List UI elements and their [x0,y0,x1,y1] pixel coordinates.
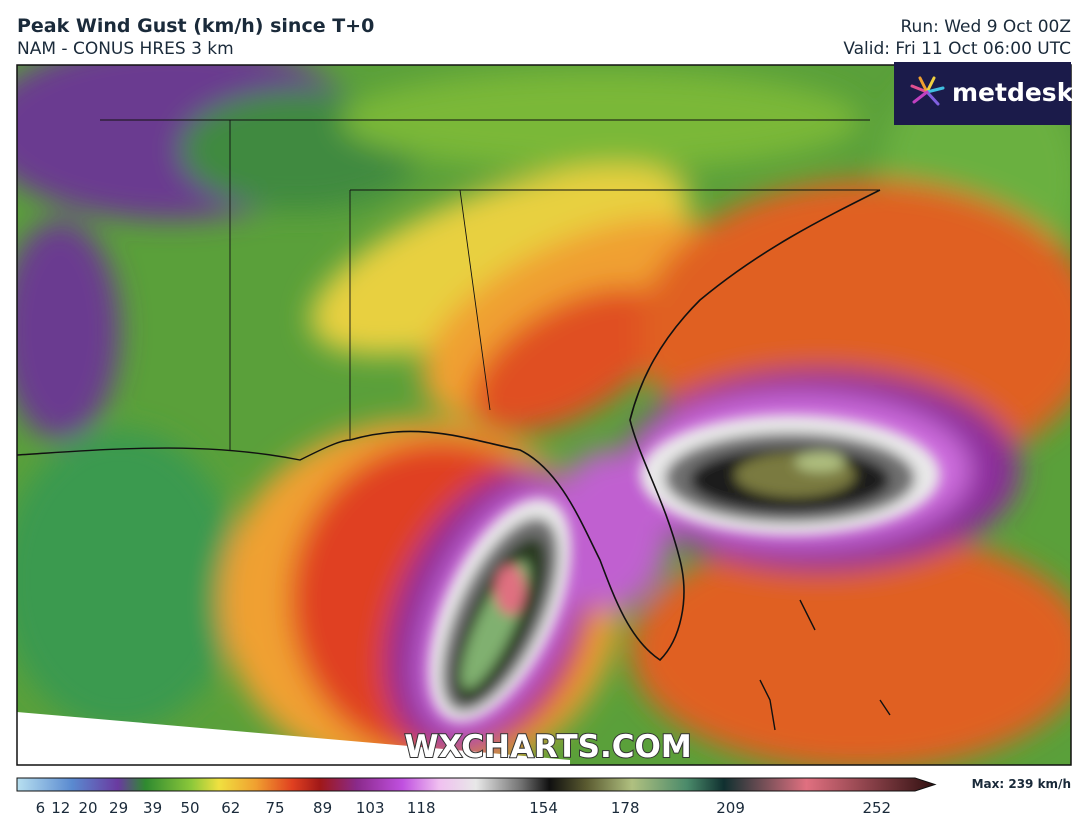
colorbar: Max: 239 km/h 6 12 20 29 39 50 62 75 89 103 118 154… [16,777,1071,817]
watermark: WXCHARTS.COM [404,729,691,765]
colorbar-tick-label: 12 [51,799,70,817]
logo-text: metdesk [952,78,1075,107]
colorbar-tick-label: 252 [862,799,891,817]
colorbar-tick-label: 75 [265,799,284,817]
logo: metdesk [894,62,1075,125]
colorbar-tick-label: 118 [407,799,436,817]
subtitle: NAM - CONUS HRES 3 km [17,39,234,59]
run-time: Run: Wed 9 Oct 00Z [901,17,1072,37]
colorbar-tick-label: 89 [313,799,332,817]
colorbar-tick-label: 29 [109,799,128,817]
colorbar-tick-label: 50 [180,799,199,817]
valid-time: Valid: Fri 11 Oct 06:00 UTC [843,39,1071,59]
colorbar-tick-label: 6 [36,799,46,817]
colorbar-tick-label: 20 [78,799,97,817]
colorbar-tick-label: 154 [529,799,558,817]
colorbar-tick-label: 209 [716,799,745,817]
colorbar-tick-label: 103 [356,799,385,817]
max-label: Max: 239 km/h [972,777,1071,791]
colorbar-tick-label: 62 [221,799,240,817]
map-frame [16,64,1072,766]
colorbar-tick-label: 178 [611,799,640,817]
map [17,65,1071,765]
colorbar-tick-label: 39 [143,799,162,817]
title: Peak Wind Gust (km/h) since T+0 [17,15,374,37]
colorbar-scale [16,777,937,792]
